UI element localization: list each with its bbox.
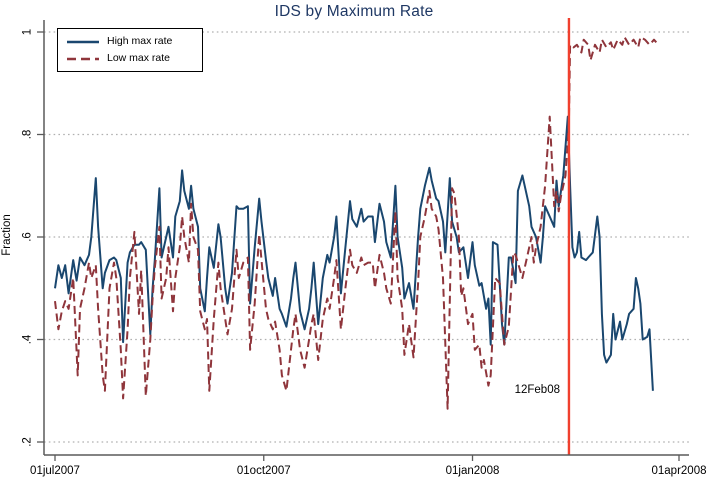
y-tick-label: .2: [22, 437, 34, 447]
legend-item-high-max-rate: High max rate: [66, 36, 196, 47]
y-tick-label: .4: [22, 334, 34, 344]
y-tick-label: 1: [22, 29, 34, 35]
y-tick-label: .6: [22, 232, 34, 242]
chart-title: IDS by Maximum Rate: [274, 3, 434, 20]
legend-dashed-line-icon: [67, 57, 99, 60]
legend-solid-line-icon: [67, 40, 99, 43]
event-date-annotation: 12Feb08: [514, 384, 560, 396]
legend-label-low-max-rate: Low max rate: [107, 52, 171, 64]
legend-item-low-max-rate: Low max rate: [66, 53, 196, 64]
x-tick-label: 01jul2007: [30, 465, 80, 477]
legend: High max rate Low max rate: [57, 28, 203, 72]
series-line-low-max-rate: [54, 36, 658, 410]
x-tick-label: 01jan2008: [446, 465, 500, 477]
y-tick-label: .8: [22, 130, 34, 140]
x-tick-label: 01oct2007: [237, 465, 291, 477]
x-tick-label: 01apr2008: [652, 465, 707, 477]
legend-label-high-max-rate: High max rate: [107, 35, 173, 47]
